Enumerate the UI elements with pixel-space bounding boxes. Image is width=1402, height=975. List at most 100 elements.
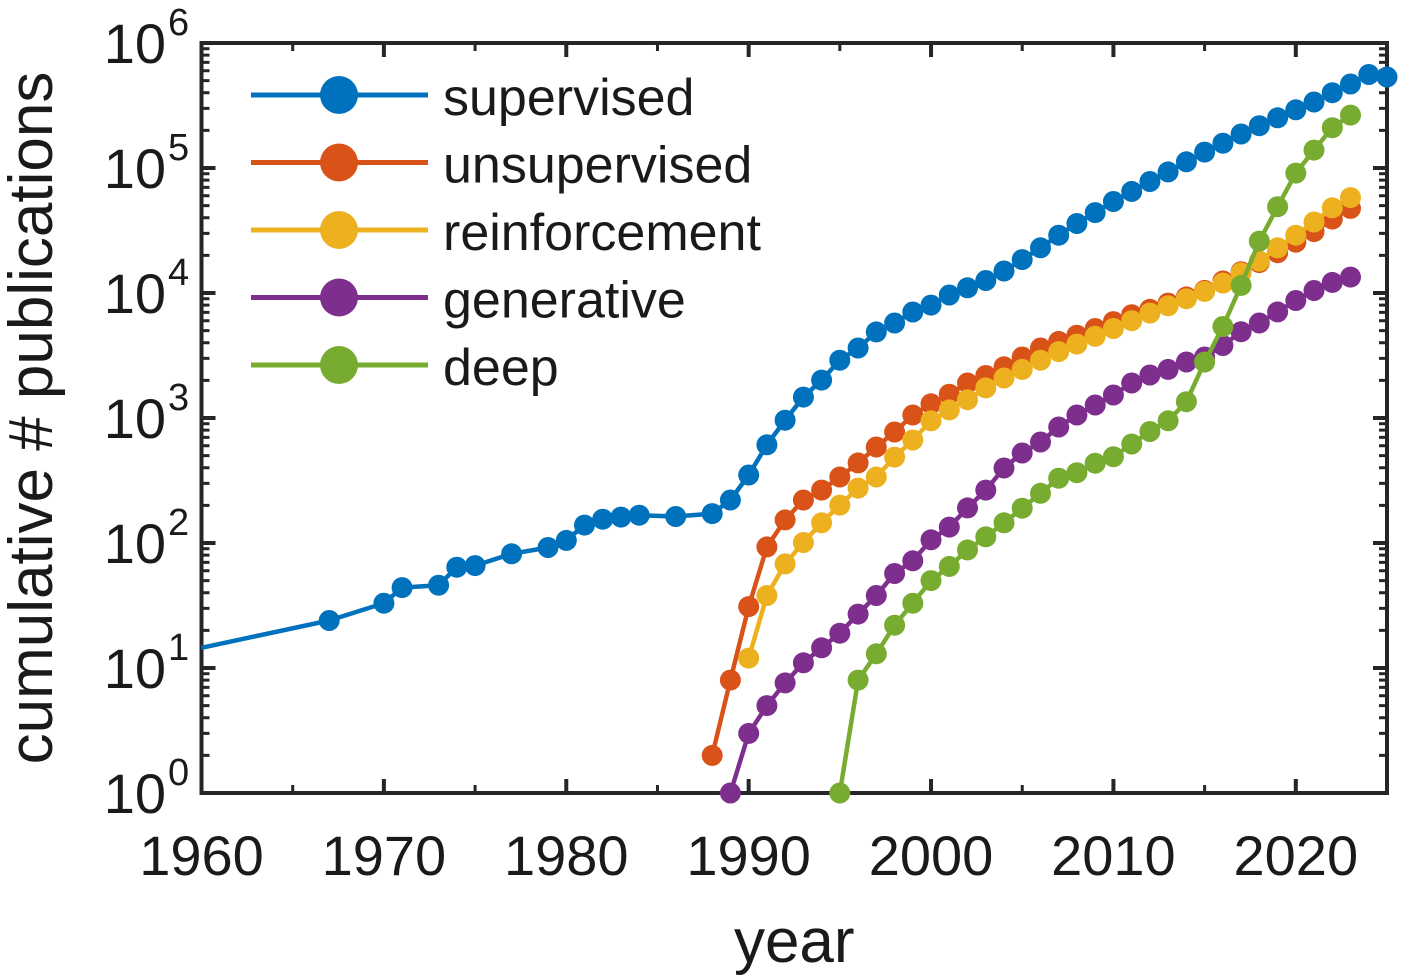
data-point-supervised: [829, 349, 851, 371]
data-point-deep: [884, 614, 906, 636]
data-point-reinforcement: [1175, 288, 1197, 310]
data-point-supervised: [373, 592, 395, 614]
data-point-supervised: [756, 434, 778, 456]
data-point-supervised: [501, 543, 523, 565]
data-point-generative: [1303, 280, 1325, 301]
data-point-deep: [993, 512, 1015, 534]
y-tick-label-base: 10: [104, 387, 166, 450]
legend-marker-generative: [320, 278, 358, 317]
data-point-supervised: [1230, 123, 1252, 145]
data-point-supervised: [920, 294, 942, 316]
data-point-supervised: [738, 464, 760, 486]
data-point-deep: [1084, 452, 1106, 474]
data-point-supervised: [537, 537, 559, 558]
data-point-generative: [719, 782, 741, 804]
data-point-generative: [957, 497, 978, 519]
data-point-supervised: [555, 529, 577, 551]
data-point-generative: [1175, 351, 1197, 373]
data-point-supervised: [464, 555, 486, 577]
series-deep: [829, 104, 1361, 804]
data-point-supervised: [1358, 64, 1380, 85]
data-point-unsupervised: [847, 452, 869, 474]
data-point-reinforcement: [1030, 349, 1051, 371]
data-point-reinforcement: [1194, 280, 1216, 302]
y-axis-label: cumulative # publications: [0, 72, 66, 765]
data-point-reinforcement: [1048, 341, 1070, 363]
x-axis-label: year: [734, 907, 855, 975]
data-point-deep: [1230, 274, 1252, 296]
data-point-supervised: [1321, 82, 1343, 104]
data-point-generative: [847, 603, 869, 625]
data-point-reinforcement: [1102, 318, 1124, 339]
series-reinforcement: [738, 187, 1361, 669]
data-point-deep: [1121, 433, 1143, 455]
data-point-supervised: [318, 610, 340, 631]
legend-label-deep: deep: [443, 339, 559, 397]
data-point-unsupervised: [774, 509, 796, 531]
data-point-supervised: [902, 301, 924, 323]
data-point-generative: [975, 479, 997, 501]
data-point-supervised: [1121, 180, 1143, 202]
data-point-supervised: [957, 277, 978, 299]
data-point-reinforcement: [1157, 295, 1179, 317]
y-tick-label-exponent: 0: [168, 752, 189, 794]
x-axis-ticks: [199, 43, 1389, 793]
data-point-deep: [902, 592, 924, 614]
x-tick-labels: 1960 1970 1980 1990 2000 2010 2020: [139, 824, 1358, 887]
data-point-reinforcement: [1267, 237, 1289, 259]
data-point-generative: [1066, 404, 1088, 426]
data-point-unsupervised: [738, 596, 760, 618]
x-tick-label: 1960: [139, 824, 264, 887]
data-point-deep: [938, 555, 960, 577]
data-point-deep: [975, 526, 997, 548]
data-point-supervised: [1340, 73, 1361, 95]
y-tick-label-exponent: 6: [168, 2, 189, 44]
data-point-reinforcement: [1285, 224, 1307, 246]
data-point-reinforcement: [975, 377, 997, 399]
data-point-deep: [1066, 462, 1088, 484]
data-point-reinforcement: [1121, 310, 1143, 332]
data-point-deep: [1175, 391, 1197, 413]
legend-label-supervised: supervised: [443, 69, 694, 127]
x-tick-label: 1990: [686, 824, 811, 887]
legend-label-generative: generative: [443, 272, 686, 330]
data-point-unsupervised: [719, 669, 741, 691]
data-point-generative: [1048, 416, 1070, 438]
legend-item-generative: generative: [251, 272, 686, 330]
data-point-supervised: [719, 489, 741, 511]
data-point-generative: [1011, 442, 1033, 464]
data-point-reinforcement: [829, 494, 851, 516]
data-point-reinforcement: [756, 585, 778, 606]
data-point-generative: [774, 672, 796, 694]
data-point-deep: [1212, 316, 1234, 337]
legend-item-reinforcement: reinforcement: [251, 204, 761, 262]
y-tick-label-base: 10: [104, 12, 166, 75]
data-point-supervised: [628, 504, 650, 526]
data-point-supervised: [1084, 202, 1106, 224]
data-point-supervised: [428, 574, 450, 596]
data-point-supervised: [1376, 66, 1398, 88]
data-point-supervised: [610, 506, 632, 528]
data-point-supervised: [1066, 213, 1088, 234]
x-tick-label: 1980: [504, 824, 629, 887]
data-point-supervised: [865, 321, 887, 343]
data-point-supervised: [1157, 161, 1179, 183]
data-point-supervised: [1303, 91, 1325, 113]
legend-marker-reinforcement: [320, 211, 358, 249]
data-point-supervised: [993, 260, 1015, 282]
data-point-deep: [1011, 497, 1033, 519]
data-point-deep: [1303, 139, 1325, 161]
data-point-reinforcement: [738, 647, 760, 669]
data-point-unsupervised: [884, 421, 906, 443]
data-point-generative: [1157, 358, 1179, 380]
y-tick-label-base: 10: [104, 512, 166, 575]
data-point-reinforcement: [774, 553, 796, 575]
data-point-deep: [865, 643, 887, 665]
data-point-unsupervised: [938, 383, 960, 405]
y-tick-label-exponent: 3: [168, 377, 189, 419]
data-point-deep: [1285, 162, 1307, 184]
data-point-generative: [1267, 301, 1289, 323]
x-tick-label: 1970: [322, 824, 447, 887]
